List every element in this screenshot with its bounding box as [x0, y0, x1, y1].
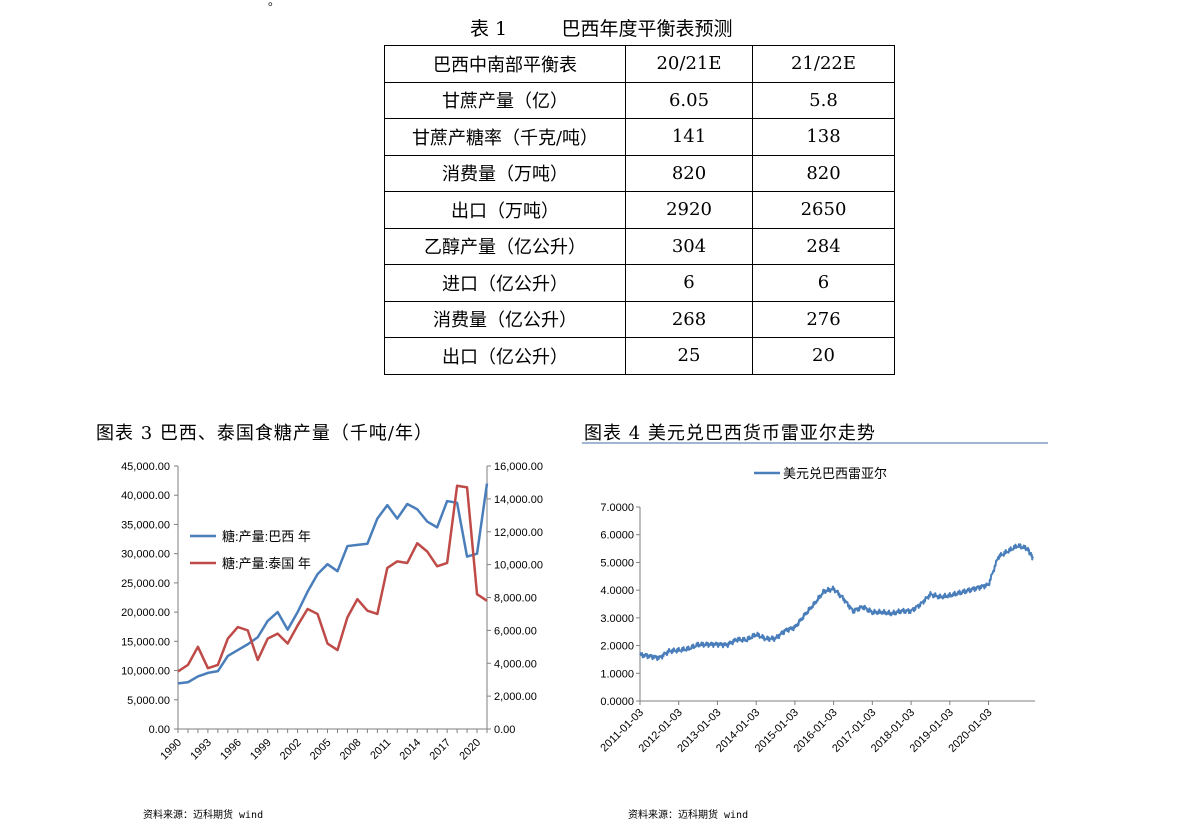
table-cell: 820	[625, 154, 753, 192]
left-y-tick-label: 5,000.00	[127, 695, 170, 707]
right-y-tick-label: 0.00	[494, 724, 515, 736]
usd-brl-chart: 0.0000 1.0000 2.0000 3.0000 4.0000 5.0000 6.00…	[598, 466, 1035, 755]
table-cell: 141	[625, 118, 753, 156]
table-row: 乙醇产量（亿公升） 304 284	[384, 227, 895, 265]
right-y-tick-label: 2,000.00	[494, 691, 537, 703]
left-y-tick-label: 25,000.00	[121, 578, 170, 590]
table-cell: 2920	[625, 191, 753, 229]
table-row: 出口（万吨） 2920 2650	[384, 191, 895, 229]
table-cell: 276	[752, 300, 895, 338]
right-y-tick-label: 8,000.00	[494, 593, 537, 605]
row-label: 甘蔗产量（亿）	[384, 81, 626, 119]
y-tick-label: 6.0000	[600, 530, 634, 542]
right-y-tick-label: 16,000.00	[494, 461, 543, 473]
stray-glyph: 。	[268, 0, 281, 8]
y-tick-label: 0.0000	[600, 696, 634, 708]
balance-table: 巴西中南部平衡表 20/21E 21/22E 甘蔗产量（亿） 6.05 5.8 …	[384, 45, 895, 375]
x-tick-label: 1993	[188, 737, 214, 763]
table-cell: 268	[625, 300, 753, 338]
right-y-tick-label: 14,000.00	[494, 494, 543, 506]
header-cell: 21/22E	[752, 45, 895, 83]
legend-label: 美元兑巴西雷亚尔	[783, 466, 887, 481]
figure3-title: 图表 3 巴西、泰国食糖产量（千吨/年）	[96, 423, 433, 444]
header-cell: 巴西中南部平衡表	[384, 45, 626, 83]
x-tick-label: 2014	[398, 737, 424, 763]
x-tick-label: 2002	[278, 737, 304, 763]
table-row: 甘蔗产糖率（千克/吨） 141 138	[384, 118, 895, 156]
series-line-2	[177, 484, 488, 673]
right-y-tick-label: 6,000.00	[494, 625, 537, 637]
x-tick-label: 2017	[427, 737, 453, 763]
table-cell: 25	[625, 337, 753, 375]
x-tick-label: 2011	[368, 737, 393, 762]
left-y-tick-label: 40,000.00	[121, 490, 170, 502]
x-tick-label: 1996	[218, 737, 244, 763]
left-y-tick-label: 15,000.00	[121, 636, 170, 648]
row-label: 消费量（亿公升）	[384, 300, 626, 338]
y-tick-label: 4.0000	[600, 585, 634, 597]
row-label: 出口（亿公升）	[384, 337, 626, 375]
row-label: 乙醇产量（亿公升）	[384, 227, 626, 265]
table-cell: 138	[752, 118, 895, 156]
series-line-1	[177, 483, 489, 685]
table-caption: 表 1 巴西年度平衡表预测	[470, 18, 733, 40]
left-y-tick-label: 0.00	[149, 724, 170, 736]
table-cell: 6	[752, 264, 895, 302]
figure3-source: 资料来源：迈科期货 wind	[143, 810, 264, 821]
x-tick-label: 1990	[158, 737, 184, 763]
x-tick-label: 2005	[308, 737, 334, 763]
y-tick-label: 7.0000	[600, 502, 634, 514]
right-y-tick-label: 12,000.00	[494, 527, 543, 539]
table-cell: 284	[752, 227, 895, 265]
left-y-tick-label: 20,000.00	[121, 607, 170, 619]
table-header-row: 巴西中南部平衡表 20/21E 21/22E	[384, 45, 895, 83]
row-label: 甘蔗产糖率（千克/吨）	[384, 118, 626, 156]
table-row: 消费量（万吨） 820 820	[384, 154, 895, 192]
left-y-tick-label: 35,000.00	[121, 519, 170, 531]
table-cell: 2650	[752, 191, 895, 229]
y-tick-label: 3.0000	[600, 613, 634, 625]
x-tick-label: 2008	[338, 737, 364, 763]
table-row: 进口（亿公升） 6 6	[384, 264, 895, 302]
figure4-source: 资料来源：迈科期货 wind	[628, 810, 749, 821]
legend-label-1: 糖:产量:巴西 年	[222, 529, 311, 544]
right-y-tick-label: 4,000.00	[494, 658, 537, 670]
table-row: 出口（亿公升） 25 20	[384, 337, 895, 375]
x-tick-label: 1999	[248, 737, 274, 763]
table-row: 甘蔗产量（亿） 6.05 5.8	[384, 81, 895, 119]
table-cell: 5.8	[752, 81, 895, 119]
left-y-tick-label: 30,000.00	[121, 549, 170, 561]
y-tick-label: 5.0000	[600, 557, 634, 569]
left-y-tick-label: 10,000.00	[121, 666, 170, 678]
y-tick-label: 2.0000	[600, 641, 634, 653]
figure4-title-rule	[582, 442, 1048, 444]
sugar-production-chart: 0.00 5,000.00 10,000.00 15,000.00 20,000.00 2…	[121, 461, 543, 763]
row-label: 进口（亿公升）	[384, 264, 626, 302]
table-row: 消费量（亿公升） 268 276	[384, 300, 895, 338]
table-cell: 820	[752, 154, 895, 192]
y-tick-label: 1.0000	[600, 668, 634, 680]
row-label: 出口（万吨）	[384, 191, 626, 229]
table-cell: 304	[625, 227, 753, 265]
legend-label-2: 糖:产量:泰国 年	[222, 556, 311, 571]
figure4-title: 图表 4 美元兑巴西货币雷亚尔走势	[584, 423, 876, 444]
row-label: 消费量（万吨）	[384, 154, 626, 192]
x-tick-label: 2020	[457, 737, 483, 763]
table-cell: 6.05	[625, 81, 753, 119]
table-cell: 20	[752, 337, 895, 375]
usd-brl-series-line	[639, 543, 1034, 662]
table-cell: 6	[625, 264, 753, 302]
right-y-tick-label: 10,000.00	[494, 560, 543, 572]
left-y-tick-label: 45,000.00	[121, 461, 170, 473]
header-cell: 20/21E	[625, 45, 753, 83]
